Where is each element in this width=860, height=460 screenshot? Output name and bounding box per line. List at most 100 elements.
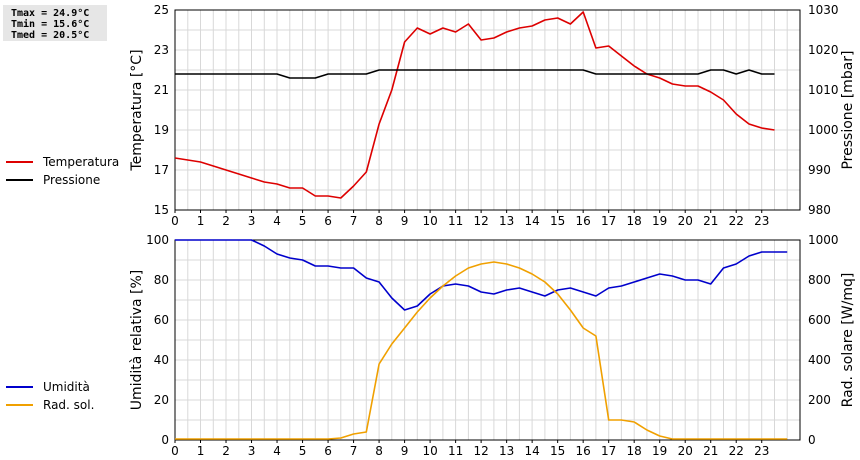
chart1-xtick-label: 21 (703, 214, 718, 228)
chart2-xtick-label: 10 (422, 444, 437, 458)
chart1-xtick-label: 3 (248, 214, 256, 228)
chart1-xtick-label: 19 (652, 214, 667, 228)
chart2-xtick-label: 2 (222, 444, 230, 458)
chart2-ylabel-right: Rad. solare [W/mq] (840, 273, 856, 408)
legend-top: Temperatura Pressione (6, 153, 119, 189)
legend-item-pressione: Pressione (6, 171, 119, 189)
chart2-xtick-label: 1 (197, 444, 205, 458)
stats-tmin: Tmin = 15.6°C (11, 19, 90, 30)
chart1-xtick-label: 16 (576, 214, 591, 228)
chart1-ytick-left: 25 (154, 3, 169, 17)
legend-swatch-pressione (6, 179, 33, 181)
chart1-xtick-label: 8 (375, 214, 383, 228)
chart2-xtick-label: 11 (448, 444, 463, 458)
stats-tmax: Tmax = 24.9°C (11, 8, 90, 19)
chart1-xtick-label: 23 (754, 214, 769, 228)
chart1-xtick-label: 10 (422, 214, 437, 228)
chart1-ytick-left: 15 (154, 203, 169, 217)
chart1-ytick-left: 19 (154, 123, 169, 137)
chart1-xtick-label: 9 (401, 214, 409, 228)
chart2-ytick-right: 200 (808, 393, 831, 407)
legend-swatch-radsol (6, 404, 33, 406)
chart2-xtick-label: 3 (248, 444, 256, 458)
chart1-xtick-label: 20 (678, 214, 693, 228)
chart2-xtick-label: 7 (350, 444, 358, 458)
chart2-ytick-right: 600 (808, 313, 831, 327)
chart2-ytick-left: 40 (154, 353, 169, 367)
chart1-ytick-right: 1020 (808, 43, 839, 57)
chart2-xtick-label: 17 (601, 444, 616, 458)
chart2-frame (174, 239, 801, 441)
legend-swatch-umidita (6, 386, 33, 388)
chart1-xtick-label: 6 (324, 214, 332, 228)
chart2-xtick-label: 19 (652, 444, 667, 458)
chart1-xtick-label: 0 (171, 214, 179, 228)
chart1-ytick-left: 17 (154, 163, 169, 177)
chart1-xtick-label: 17 (601, 214, 616, 228)
chart1-ytick-right: 990 (808, 163, 831, 177)
chart2-ytick-right: 0 (808, 433, 816, 447)
legend-item-temperatura: Temperatura (6, 153, 119, 171)
chart1-ytick-right: 1010 (808, 83, 839, 97)
chart2-ytick-right: 1000 (808, 233, 839, 247)
chart2-ytick-right: 400 (808, 353, 831, 367)
chart2-ytick-left: 20 (154, 393, 169, 407)
chart2-ytick-left: 100 (146, 233, 169, 247)
chart1-xtick-label: 15 (550, 214, 565, 228)
chart2-xtick-label: 8 (375, 444, 383, 458)
chart2-xtick-label: 5 (299, 444, 307, 458)
chart1-ytick-right: 980 (808, 203, 831, 217)
chart1-xtick-label: 12 (473, 214, 488, 228)
chart1-frame (174, 9, 801, 211)
chart1-xtick-label: 5 (299, 214, 307, 228)
chart2-xtick-label: 20 (678, 444, 693, 458)
chart2-ytick-right: 800 (808, 273, 831, 287)
chart2-xtick-label: 13 (499, 444, 514, 458)
chart2-xtick-label: 14 (525, 444, 540, 458)
chart2-xtick-label: 6 (324, 444, 332, 458)
chart2-xtick-label: 21 (703, 444, 718, 458)
chart2-xtick-label: 15 (550, 444, 565, 458)
chart2-ytick-left: 0 (161, 433, 169, 447)
chart1-xtick-label: 1 (197, 214, 205, 228)
legend-item-umidita: Umidità (6, 378, 94, 396)
chart1-ytick-right: 1000 (808, 123, 839, 137)
chart2-xtick-label: 4 (273, 444, 281, 458)
chart1-xtick-label: 22 (729, 214, 744, 228)
legend-bottom: Umidità Rad. sol. (6, 378, 94, 414)
legend-swatch-temperatura (6, 161, 33, 163)
chart1-ytick-left: 23 (154, 43, 169, 57)
chart2-ylabel-left: Umidità relativa [%] (129, 270, 145, 411)
chart2-xtick-label: 16 (576, 444, 591, 458)
stats-tmed: Tmed = 20.5°C (11, 30, 90, 41)
chart1-xtick-label: 4 (273, 214, 281, 228)
chart1-ytick-left: 21 (154, 83, 169, 97)
chart2-xtick-label: 12 (473, 444, 488, 458)
legend-label-pressione: Pressione (43, 173, 101, 187)
chart1-xtick-label: 13 (499, 214, 514, 228)
legend-item-radsol: Rad. sol. (6, 396, 94, 414)
chart2-series-rad-sol (175, 261, 788, 440)
chart1-xtick-label: 11 (448, 214, 463, 228)
chart2-xtick-label: 0 (171, 444, 179, 458)
chart1-ylabel-right: Pressione [mbar] (840, 50, 856, 169)
chart1-xtick-label: 14 (525, 214, 540, 228)
chart1-xtick-label: 7 (350, 214, 358, 228)
stats-box: Tmax = 24.9°C Tmin = 15.6°C Tmed = 20.5°… (3, 5, 107, 41)
chart2-ytick-left: 80 (154, 273, 169, 287)
chart2-xtick-label: 9 (401, 444, 409, 458)
chart1-series-pressione (175, 69, 775, 79)
chart1-ylabel-left: Temperatura [°C] (129, 49, 145, 171)
chart2-xtick-label: 22 (729, 444, 744, 458)
chart1-xtick-label: 2 (222, 214, 230, 228)
chart1-series-temperatura (174, 11, 775, 199)
legend-label-temperatura: Temperatura (43, 155, 120, 169)
legend-label-umidita: Umidità (43, 380, 90, 394)
chart2-ytick-left: 60 (154, 313, 169, 327)
chart1-ytick-right: 1030 (808, 3, 839, 17)
chart2-series-umidit (175, 239, 788, 311)
chart2-xtick-label: 18 (627, 444, 642, 458)
legend-label-radsol: Rad. sol. (43, 398, 95, 412)
chart2-xtick-label: 23 (754, 444, 769, 458)
